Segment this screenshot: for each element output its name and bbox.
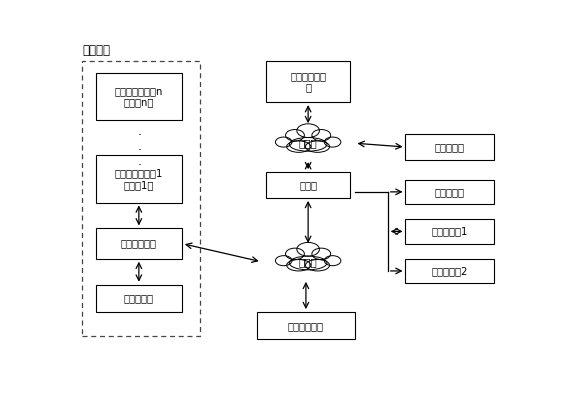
Text: 采暖控制阀: 采暖控制阀 — [124, 293, 154, 303]
FancyBboxPatch shape — [257, 312, 355, 339]
Ellipse shape — [312, 248, 331, 260]
FancyBboxPatch shape — [405, 134, 494, 160]
Text: 物业管理机: 物业管理机 — [435, 187, 465, 197]
Text: 本地服务器1: 本地服务器1 — [432, 226, 468, 237]
Ellipse shape — [305, 141, 329, 152]
FancyBboxPatch shape — [405, 259, 494, 283]
Text: 远程服务器: 远程服务器 — [435, 142, 465, 152]
FancyBboxPatch shape — [96, 228, 182, 259]
Ellipse shape — [297, 124, 319, 137]
FancyBboxPatch shape — [266, 61, 350, 102]
Ellipse shape — [275, 256, 292, 266]
Ellipse shape — [297, 243, 319, 256]
FancyBboxPatch shape — [96, 285, 182, 312]
Ellipse shape — [286, 130, 304, 141]
Ellipse shape — [289, 137, 327, 151]
FancyBboxPatch shape — [405, 219, 494, 244]
Ellipse shape — [305, 260, 329, 271]
Ellipse shape — [289, 256, 327, 270]
Text: 热力公司服务
器: 热力公司服务 器 — [290, 71, 326, 92]
Ellipse shape — [287, 260, 311, 271]
Ellipse shape — [324, 256, 341, 266]
Ellipse shape — [312, 130, 331, 141]
Text: 因特网: 因特网 — [299, 138, 317, 148]
Ellipse shape — [275, 137, 292, 147]
Text: 路由器: 路由器 — [299, 180, 317, 190]
Text: 室外智能主机: 室外智能主机 — [288, 321, 324, 331]
Text: 室内温度采集器1
（房间1）: 室内温度采集器1 （房间1） — [115, 168, 163, 190]
Text: 室内温度采集器n
（房间n）: 室内温度采集器n （房间n） — [115, 86, 163, 107]
FancyBboxPatch shape — [266, 172, 350, 198]
FancyBboxPatch shape — [405, 180, 494, 204]
Text: 室内智能主机: 室内智能主机 — [121, 239, 157, 248]
Text: 本地服务器2: 本地服务器2 — [432, 266, 468, 276]
FancyBboxPatch shape — [96, 155, 182, 203]
Text: 局域网: 局域网 — [299, 257, 317, 267]
Ellipse shape — [324, 137, 341, 147]
Text: ·
·
·: · · · — [138, 129, 142, 172]
Text: 室内设备: 室内设备 — [82, 43, 110, 56]
FancyBboxPatch shape — [96, 73, 182, 120]
Ellipse shape — [287, 141, 311, 152]
Ellipse shape — [286, 248, 304, 260]
